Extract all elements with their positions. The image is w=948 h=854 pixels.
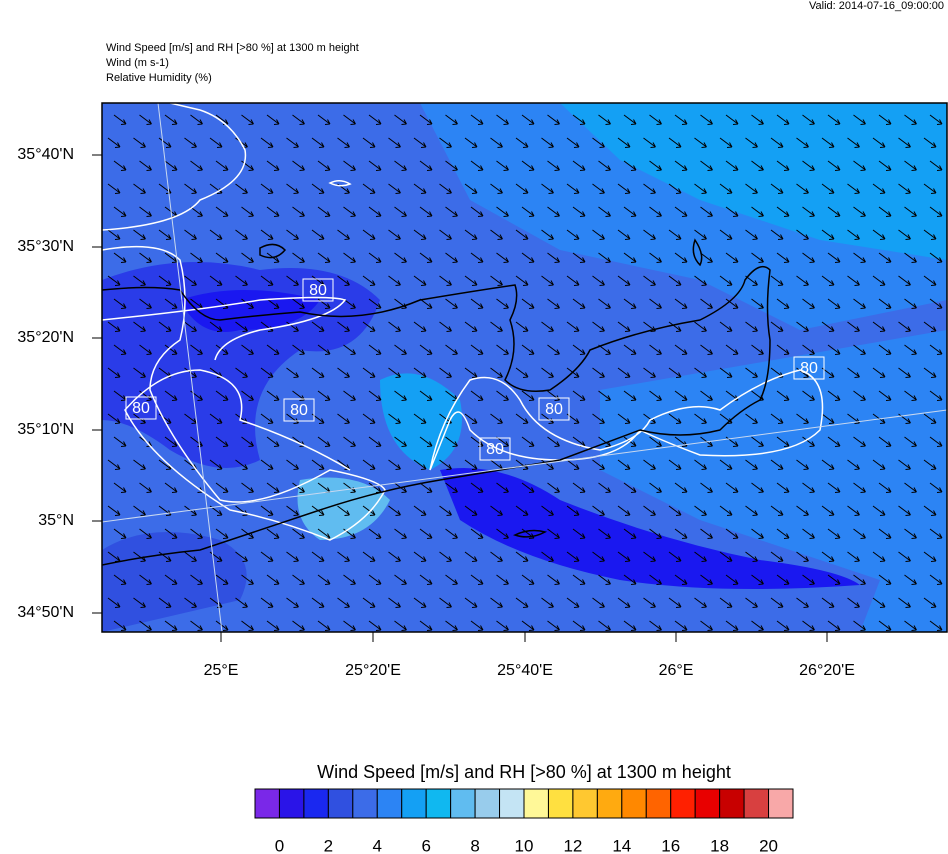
colorbar-box bbox=[499, 788, 525, 819]
colorbar-box bbox=[376, 788, 403, 819]
rh-contour bbox=[102, 296, 347, 361]
colorbar-box bbox=[450, 788, 476, 819]
label-box bbox=[793, 356, 825, 380]
coast bbox=[102, 265, 771, 566]
colorbar-box bbox=[572, 788, 598, 819]
colorbar-box bbox=[254, 788, 280, 819]
rh-contour bbox=[328, 180, 352, 187]
coast bbox=[512, 529, 548, 538]
lat-label: 34°50'N bbox=[17, 604, 74, 621]
lat-label: 35°40'N bbox=[17, 146, 74, 163]
contour-label: 80 bbox=[290, 402, 308, 419]
contour-label: 80 bbox=[800, 360, 818, 377]
colorbar-box bbox=[596, 788, 623, 819]
colorbar-tick-label: 20 bbox=[759, 836, 778, 854]
colorbar-box bbox=[694, 788, 721, 819]
colorbar-box bbox=[547, 788, 574, 819]
graticule bbox=[102, 103, 947, 632]
field-shade bbox=[440, 468, 860, 589]
rh-contour bbox=[102, 245, 386, 541]
field-shade bbox=[600, 330, 947, 632]
colorbar-box bbox=[278, 788, 305, 819]
label-box bbox=[538, 397, 570, 421]
rh-contour bbox=[102, 103, 247, 231]
header-line: Wind Speed [m/s] and RH [>80 %] at 1300 … bbox=[106, 42, 359, 54]
label-box bbox=[302, 278, 334, 302]
colorbar-box bbox=[645, 788, 672, 819]
lon-label: 25°40'E bbox=[497, 662, 553, 679]
colorbar-tick-label: 10 bbox=[515, 836, 534, 854]
rh-contours bbox=[102, 103, 824, 541]
colorbar-box bbox=[425, 788, 452, 819]
lon-label: 25°20'E bbox=[345, 662, 401, 679]
label-box bbox=[283, 398, 315, 422]
colorbar-box bbox=[474, 788, 501, 819]
lat-label: 35°30'N bbox=[17, 238, 74, 255]
colorbar-tick-label: 16 bbox=[661, 836, 680, 854]
contour-label: 80 bbox=[132, 400, 150, 417]
colorbar-box bbox=[621, 788, 647, 819]
coastline bbox=[102, 238, 771, 566]
lat-label: 35°20'N bbox=[17, 329, 74, 346]
contour-label: 80 bbox=[309, 282, 327, 299]
contour-label-boxes bbox=[125, 278, 825, 461]
field-shade bbox=[560, 103, 947, 260]
lon-label: 25°E bbox=[204, 662, 239, 679]
header-line: Wind (m s-1) bbox=[106, 57, 169, 69]
contour-label: 80 bbox=[486, 441, 504, 458]
colorbar-box bbox=[401, 788, 427, 819]
colorbar-box bbox=[303, 788, 329, 819]
colorbar-box bbox=[768, 788, 794, 819]
colorbar-box bbox=[523, 788, 549, 819]
label-box bbox=[479, 437, 511, 461]
wind-arrows bbox=[107, 114, 943, 631]
colorbar: 0 2 4 6 8 10 12 14 16 18 20 bbox=[254, 788, 794, 854]
colorbar-tick-label: 0 bbox=[275, 836, 284, 854]
lat-label: 35°N bbox=[38, 512, 74, 529]
colorbar-tick-label: 2 bbox=[324, 836, 333, 854]
colorbar-tick-label: 4 bbox=[373, 836, 382, 854]
parallel bbox=[102, 409, 947, 523]
contour-label: 80 bbox=[545, 401, 563, 418]
map-field bbox=[102, 103, 947, 632]
colorbar-box bbox=[327, 788, 354, 819]
field-shade bbox=[180, 290, 320, 332]
colorbar-box bbox=[743, 788, 770, 819]
coast bbox=[692, 238, 703, 267]
colorbar-tick-label: 14 bbox=[612, 836, 631, 854]
lon-label: 26°E bbox=[659, 662, 694, 679]
colorbar-box bbox=[719, 788, 745, 819]
field-shade bbox=[380, 373, 462, 470]
header-line: Relative Humidity (%) bbox=[106, 72, 212, 84]
valid-time: Valid: 2014-07-16_09:00:00 bbox=[809, 0, 944, 12]
colorbar-tick-label: 18 bbox=[710, 836, 729, 854]
lon-label: 26°20'E bbox=[799, 662, 855, 679]
coast bbox=[259, 243, 287, 259]
label-box bbox=[125, 396, 157, 420]
colorbar-tick-label: 12 bbox=[563, 836, 582, 854]
colorbar-title: Wind Speed [m/s] and RH [>80 %] at 1300 … bbox=[317, 762, 731, 782]
meridian bbox=[157, 103, 223, 632]
colorbar-box bbox=[670, 788, 696, 819]
map-axes: 35°40'N 35°30'N 35°20'N 35°10'N 35°N 34°50'N 2… bbox=[17, 146, 854, 679]
colorbar-tick-label: 6 bbox=[421, 836, 430, 854]
lat-label: 35°10'N bbox=[17, 421, 74, 438]
colorbar-tick-label: 8 bbox=[470, 836, 479, 854]
colorbar-box bbox=[352, 788, 378, 819]
